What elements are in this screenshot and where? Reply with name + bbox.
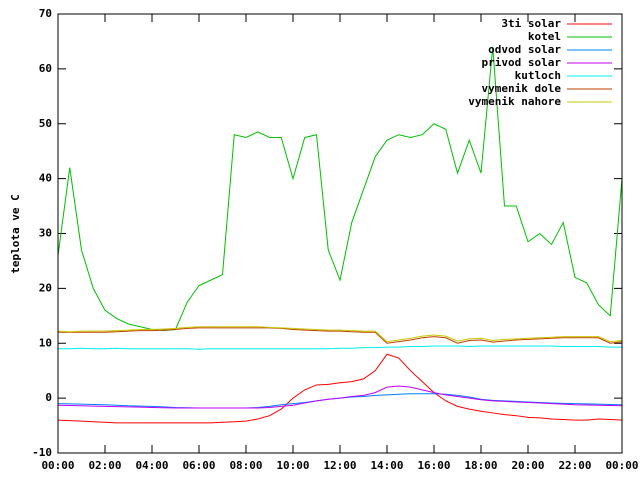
x-tick-label: 16:00	[417, 459, 450, 472]
legend-label: kutloch	[515, 69, 561, 82]
y-tick-label: 30	[39, 227, 52, 240]
x-tick-label: 20:00	[511, 459, 544, 472]
x-tick-label: 14:00	[370, 459, 403, 472]
y-tick-label: 60	[39, 62, 52, 75]
y-tick-label: 50	[39, 117, 52, 130]
y-axis-label: teplota ve C	[9, 194, 22, 273]
x-tick-label: 12:00	[323, 459, 356, 472]
y-tick-label: 40	[39, 172, 52, 185]
x-tick-label: 00:00	[41, 459, 74, 472]
x-tick-label: 00:00	[605, 459, 638, 472]
y-tick-label: 70	[39, 7, 52, 20]
x-tick-label: 22:00	[558, 459, 591, 472]
legend-label: odvod solar	[488, 43, 561, 56]
legend-label: privod solar	[482, 56, 562, 69]
x-tick-label: 06:00	[182, 459, 215, 472]
series-line	[58, 345, 622, 350]
x-tick-label: 18:00	[464, 459, 497, 472]
legend-label: 3ti solar	[501, 17, 561, 30]
y-tick-label: -10	[32, 446, 52, 459]
x-tick-label: 04:00	[135, 459, 168, 472]
legend-label: vymenik nahore	[468, 95, 561, 108]
series-line	[57, 326, 623, 343]
legend-label: kotel	[528, 30, 561, 43]
x-tick-label: 02:00	[88, 459, 121, 472]
x-tick-label: 10:00	[276, 459, 309, 472]
y-tick-label: 10	[39, 336, 52, 349]
legend-label: vymenik dole	[482, 82, 562, 95]
series-line	[57, 385, 623, 409]
y-tick-label: 0	[45, 391, 52, 404]
series-line	[58, 327, 623, 344]
x-tick-label: 08:00	[229, 459, 262, 472]
y-tick-label: 20	[39, 281, 52, 294]
series-line	[57, 353, 623, 424]
plot-border	[57, 13, 623, 454]
